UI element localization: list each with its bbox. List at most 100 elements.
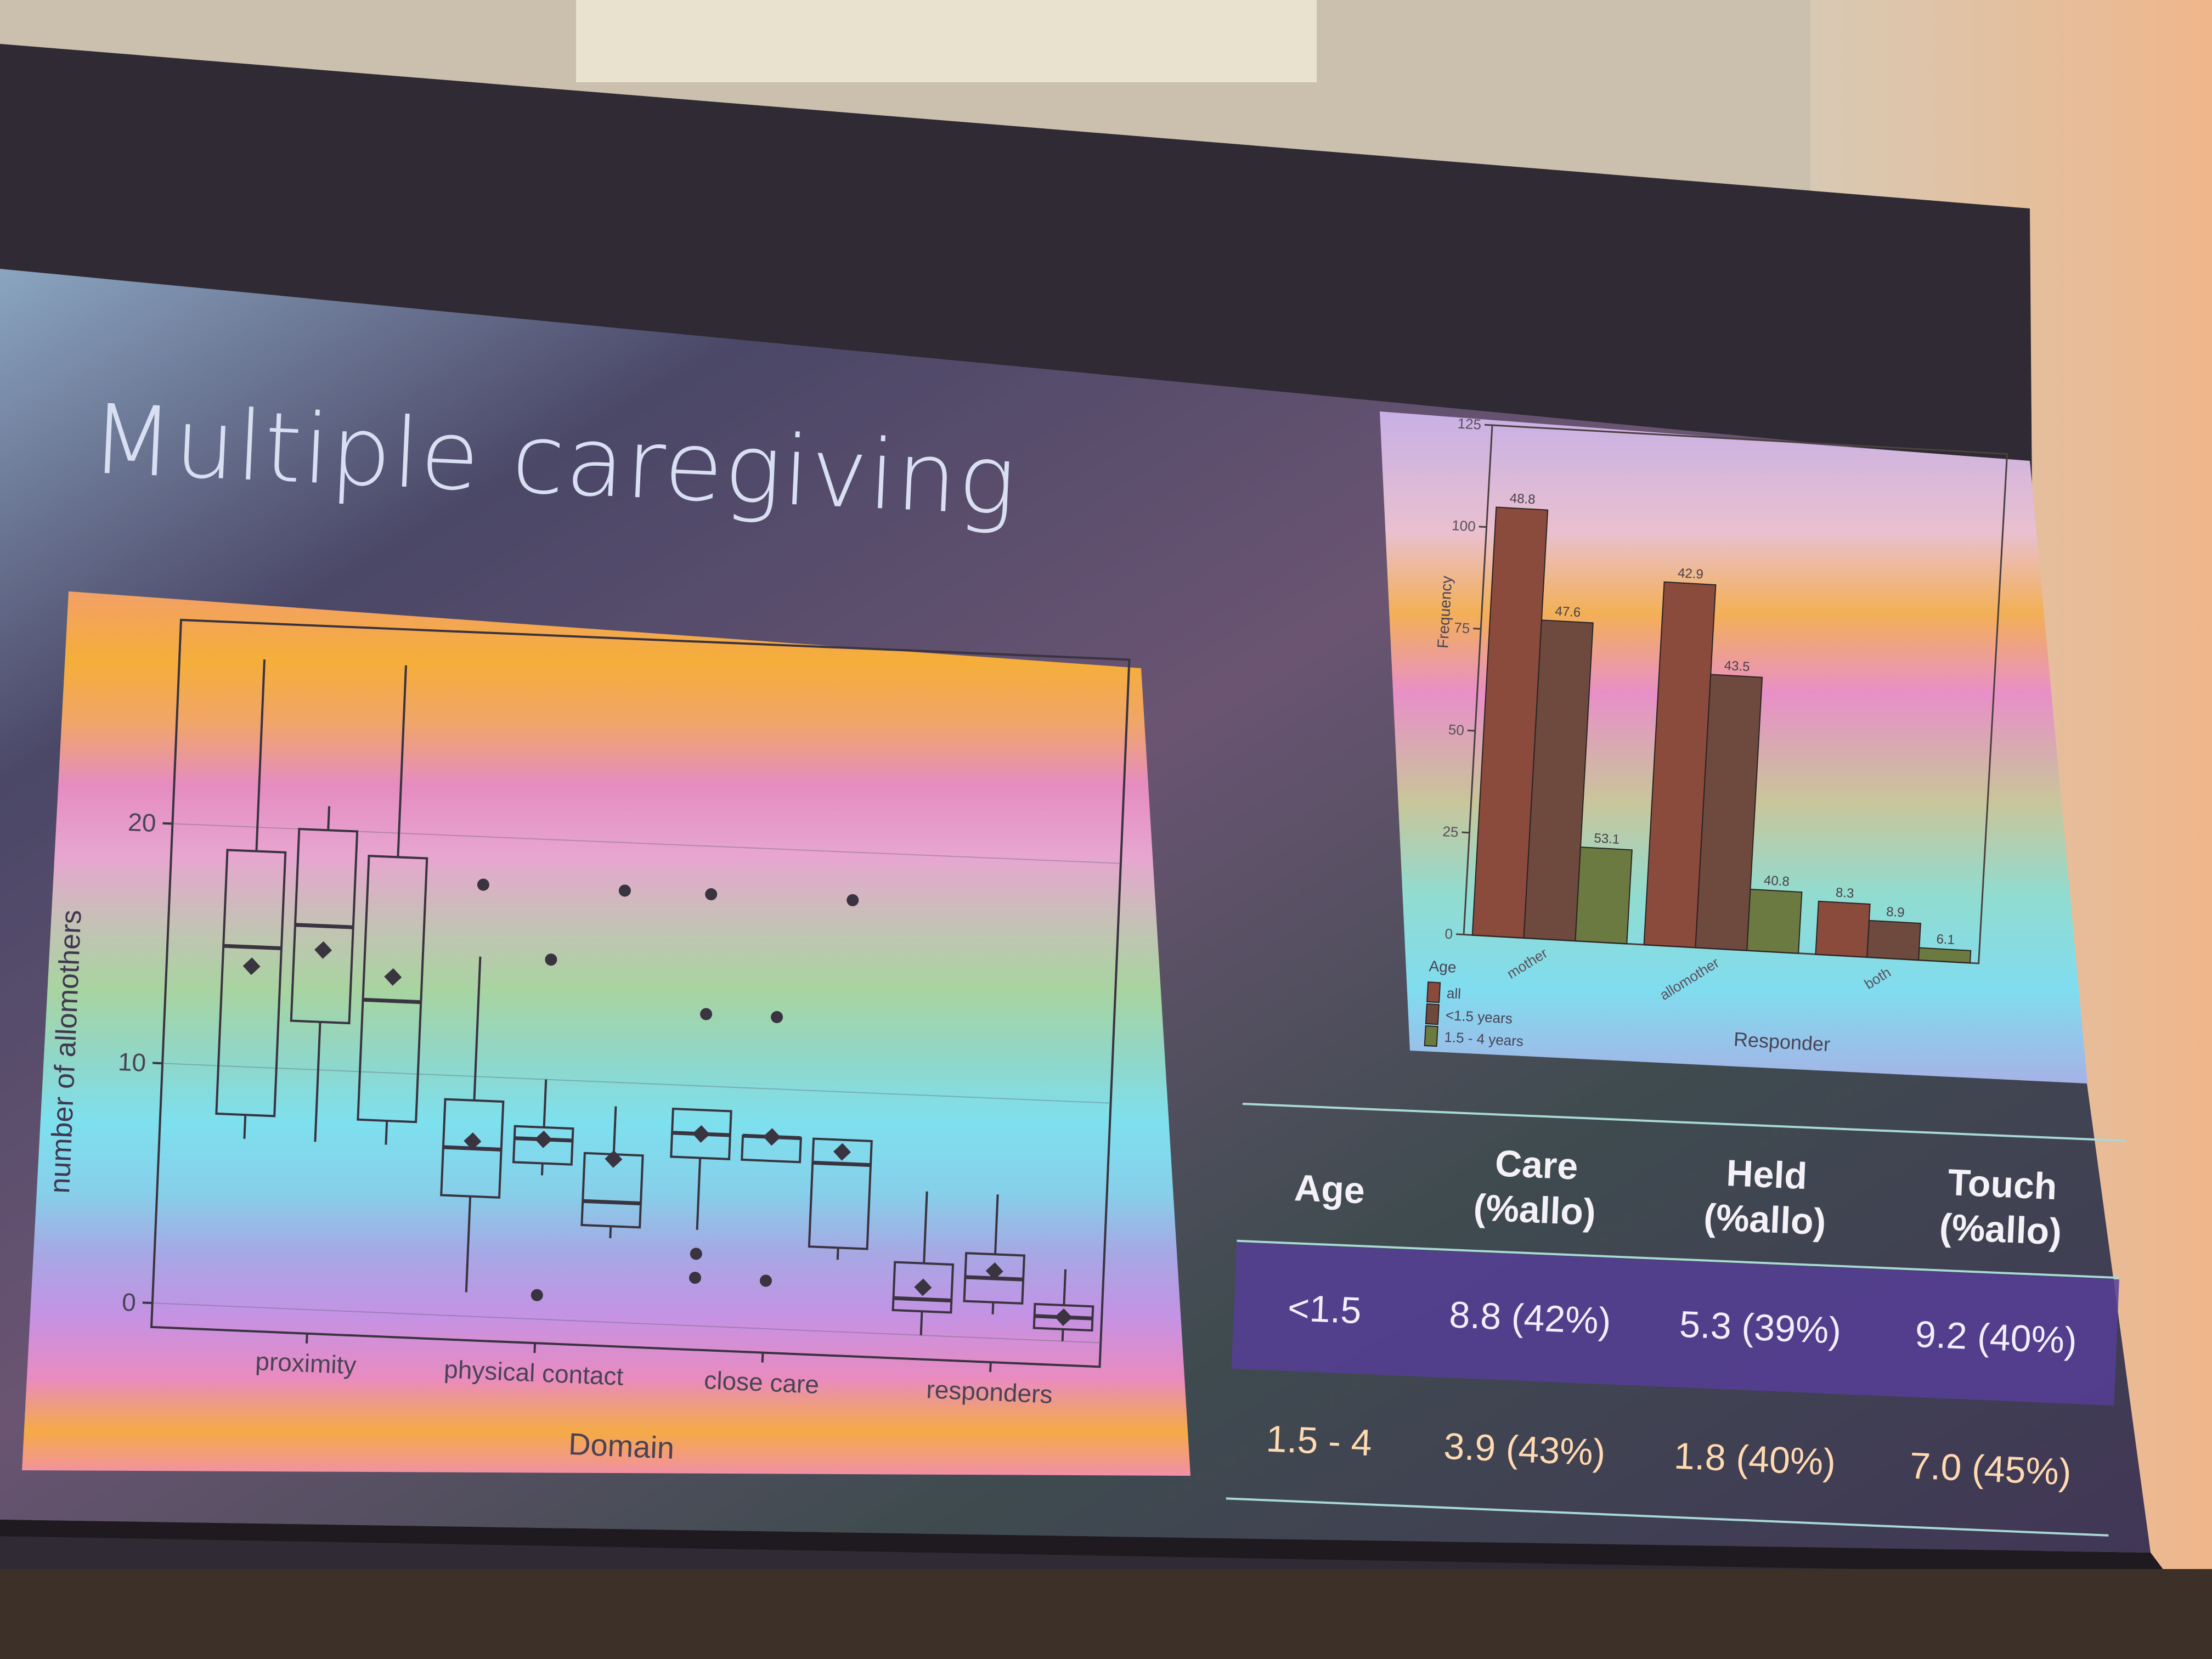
row2-care: 3.9 (43%) [1443,1425,1606,1474]
box-iqr [891,1261,955,1314]
x-tick-mark [533,1343,537,1353]
y-tick-mark [153,1062,163,1065]
box-4 [512,953,574,1301]
bar-mother-2 [1575,847,1633,945]
bar-both-1 [1866,919,1921,961]
mean-marker [763,1128,781,1146]
summary-table: Age Care (%allo) Held (%allo) Touch (%al… [1224,1103,2125,1573]
box-11 [1032,1269,1094,1341]
box-iqr [512,1125,574,1166]
median-line [583,1199,641,1206]
bar-value-label: 42.9 [1677,566,1703,582]
mean-marker [692,1125,710,1143]
upper-whisker [543,1079,548,1128]
box-0 [215,659,287,1139]
x-axis-label: Domain [568,1426,675,1465]
bar-value-label: 53.1 [1594,831,1620,847]
upper-whisker [397,665,408,857]
mean-marker [242,957,261,975]
y-tick-mark [142,1301,153,1305]
mean-marker [1054,1308,1073,1326]
legend-swatch [1426,981,1441,1003]
gridline [152,1302,1101,1344]
x-tick-mark [989,1362,992,1373]
upper-whisker [473,956,482,1101]
box-10 [963,1194,1026,1314]
bar-value-label: 6.1 [1936,932,1955,947]
legend-swatch [1424,1025,1438,1047]
bar-y-tick-label: 125 [1457,415,1482,432]
box-plot-background [22,591,1190,1476]
bar-chart-area: 025507510012548.847.653.1mother42.943.54… [1424,415,2008,1056]
legend-label: all [1446,985,1462,1002]
outlier-point [759,1274,772,1287]
bar-y-tick-mark [1467,729,1475,732]
upper-whisker [327,806,331,831]
bar-y-tick-mark [1456,933,1464,936]
outlier-point [618,884,631,897]
box-7 [741,1011,802,1287]
mean-marker [605,1150,623,1168]
lower-whisker [465,1196,472,1293]
bar-y-axis-label: Frequency [1434,575,1455,649]
mean-marker [314,941,332,959]
header-care: Care (%allo) [1472,1142,1597,1234]
bar-value-label: 8.9 [1886,905,1905,921]
bar-both-2 [1918,947,1972,964]
bar-y-tick-label: 50 [1448,721,1465,738]
bar-value-label: 47.6 [1555,604,1581,620]
mean-marker [384,968,402,986]
row2-touch: 7.0 (45%) [1909,1444,2073,1493]
table-bottom-rule [1226,1497,2109,1537]
mean-marker [914,1278,932,1296]
bar-y-tick-label: 100 [1451,517,1476,534]
legend-label: <1.5 years [1445,1007,1513,1027]
lower-whisker [919,1311,923,1335]
outlier-point [847,894,859,906]
bar-y-tick-label: 0 [1444,926,1453,943]
median-line [363,997,421,1005]
y-tick-label: 0 [121,1288,137,1317]
box-9 [891,1191,955,1335]
legend-swatch [1425,1003,1440,1025]
upper-whisker [612,1106,617,1155]
box-1 [290,806,359,1142]
bar-value-label: 40.8 [1763,873,1790,889]
y-tick-label: 10 [117,1047,146,1077]
outlier-point [477,878,489,891]
upper-whisker [255,659,266,851]
plot-frame [150,618,1131,1368]
lower-whisker [385,1120,388,1145]
median-line [223,944,282,951]
legend-title: Age [1429,957,1457,976]
box-2 [357,665,428,1145]
y-tick-mark [162,822,173,825]
x-tick-label: proximity [255,1347,357,1380]
bar-y-tick-label: 25 [1442,823,1459,840]
outlier-point [545,953,557,966]
median-line [295,923,353,929]
bar-y-tick-mark [1462,831,1470,834]
outlier-point [531,1289,543,1301]
box-5 [580,884,644,1239]
outlier-point [700,1008,713,1020]
outlier-point [705,888,718,901]
mean-marker [464,1132,482,1150]
y-tick-label: 20 [127,808,156,837]
header-touch: Touch (%allo) [1938,1161,2063,1253]
mean-marker [985,1262,1003,1280]
outlier-point [689,1272,701,1284]
bar-both-0 [1815,900,1871,958]
upper-whisker [923,1191,928,1263]
median-line [893,1296,952,1303]
lower-whisker [696,1158,702,1230]
median-line [812,1160,871,1167]
row1-age: <1.5 [1286,1286,1363,1332]
box-8 [808,894,873,1260]
row2-age: 1.5 - 4 [1265,1418,1373,1464]
row2-held: 1.8 (40%) [1673,1435,1837,1483]
outlier-point [771,1011,783,1023]
bar-allomother-1 [1695,674,1763,951]
